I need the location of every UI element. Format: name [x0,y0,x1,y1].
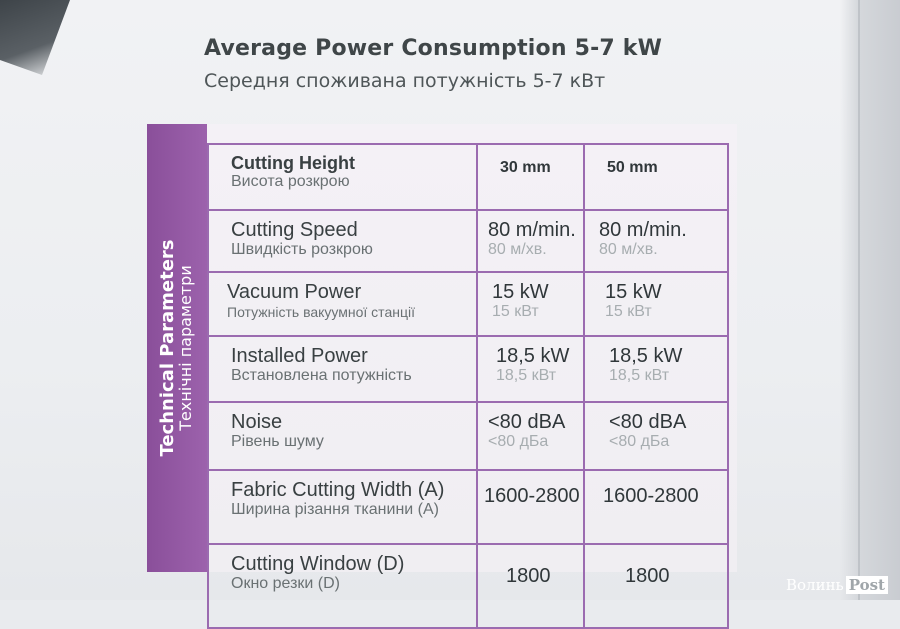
corner-shadow [0,0,70,75]
value-a-main: 15 kW [492,281,549,303]
value-b-main: 80 m/min. [599,219,687,241]
row-value-b: 15 kW 15 кВт [583,271,729,337]
watermark-part1: Волинь [785,576,844,594]
value-a-sub: 15 кВт [492,303,539,320]
row-value-a: 15 kW 15 кВт [476,271,585,337]
title-english: Average Power Consumption 5-7 kW [204,36,663,61]
header-col-b: 50 mm [583,143,729,211]
side-label-ukrainian: Технічні параметри [176,265,196,431]
row-value-a: <80 dBA <80 дБа [476,401,585,471]
row-value-a: 1600-2800 [476,469,585,545]
row-name-cell: Fabric Cutting Width (A) Ширина різання … [207,469,478,545]
right-edge-line [858,0,860,600]
row-name-english: Cutting Speed [231,219,358,241]
row-value-a: 1800 [476,543,585,629]
watermark: Волинь Post [786,576,888,594]
row-value-b: 1600-2800 [583,469,729,545]
value-b-sub: 80 м/хв. [599,241,658,258]
side-label: Technical Parameters Технічні параметри [157,128,196,568]
row-value-a: 18,5 kW 18,5 кВт [476,335,585,403]
value-b-main: <80 dBA [609,411,687,433]
header-col-a: 30 mm [476,143,585,211]
value-a-main: 1600-2800 [484,485,580,507]
header-name-cell: Cutting Height Висота розкрою [207,143,478,211]
header-col-b-label: 50 mm [607,159,658,176]
header-name-english: Cutting Height [231,153,355,173]
row-value-b: 1800 [583,543,729,629]
row-name-english: Noise [231,411,283,433]
parameters-table: Cutting Height Висота розкрою 30 mm 50 m… [207,143,729,629]
row-name-ukrainian: Швидкість розкрою [231,241,373,258]
row-value-b: <80 dBA <80 дБа [583,401,729,471]
watermark-part2: Post [845,576,888,594]
table-row: Cutting Window (D) Окно резки (D) 1800 1… [207,543,729,629]
row-name-english: Vacuum Power [227,281,362,303]
table-row: Cutting Speed Швидкість розкрою 80 m/min… [207,209,729,273]
value-b-sub: 15 кВт [605,303,652,320]
value-b-sub: <80 дБа [609,433,670,450]
row-name-english: Installed Power [231,345,368,367]
row-name-ukrainian: Ширина різання тканини (А) [231,501,439,518]
table-row: Fabric Cutting Width (A) Ширина різання … [207,469,729,545]
row-name-ukrainian: Рівень шуму [231,433,324,450]
row-name-ukrainian: Окно резки (D) [231,575,340,592]
value-a-main: 80 m/min. [488,219,576,241]
table-row: Vacuum Power Потужність вакуумної станці… [207,271,729,337]
row-name-ukrainian: Потужність вакуумної станції [227,304,415,320]
title-ukrainian: Середня споживана потужність 5-7 кВт [204,70,606,92]
table-row: Noise Рівень шуму <80 dBA <80 дБа <80 dB… [207,401,729,471]
row-name-cell: Installed Power Встановлена потужність [207,335,478,403]
value-a-sub: 80 м/хв. [488,241,547,258]
row-value-a: 80 m/min. 80 м/хв. [476,209,585,273]
right-edge-shadow [840,0,900,600]
value-b-main: 1600-2800 [603,485,699,507]
row-value-b: 80 m/min. 80 м/хв. [583,209,729,273]
table-header-row: Cutting Height Висота розкрою 30 mm 50 m… [207,143,729,211]
value-a-sub: 18,5 кВт [496,367,557,384]
value-a-sub: <80 дБа [488,433,549,450]
row-name-english: Cutting Window (D) [231,553,405,575]
value-b-main: 18,5 kW [609,345,683,367]
row-name-cell: Noise Рівень шуму [207,401,478,471]
header-col-a-label: 30 mm [500,159,551,176]
row-name-cell: Vacuum Power Потужність вакуумної станці… [207,271,478,337]
side-band [147,124,207,572]
value-a-main: 1800 [506,565,551,587]
value-b-sub: 18,5 кВт [609,367,670,384]
row-name-cell: Cutting Speed Швидкість розкрою [207,209,478,273]
row-name-ukrainian: Встановлена потужність [231,367,412,384]
value-a-main: 18,5 kW [496,345,570,367]
row-name-cell: Cutting Window (D) Окно резки (D) [207,543,478,629]
header-name-ukrainian: Висота розкрою [231,173,350,190]
table-row: Installed Power Встановлена потужність 1… [207,335,729,403]
value-a-main: <80 dBA [488,411,566,433]
value-b-main: 15 kW [605,281,662,303]
row-value-b: 18,5 kW 18,5 кВт [583,335,729,403]
value-b-main: 1800 [625,565,670,587]
row-name-english: Fabric Cutting Width (A) [231,479,445,501]
